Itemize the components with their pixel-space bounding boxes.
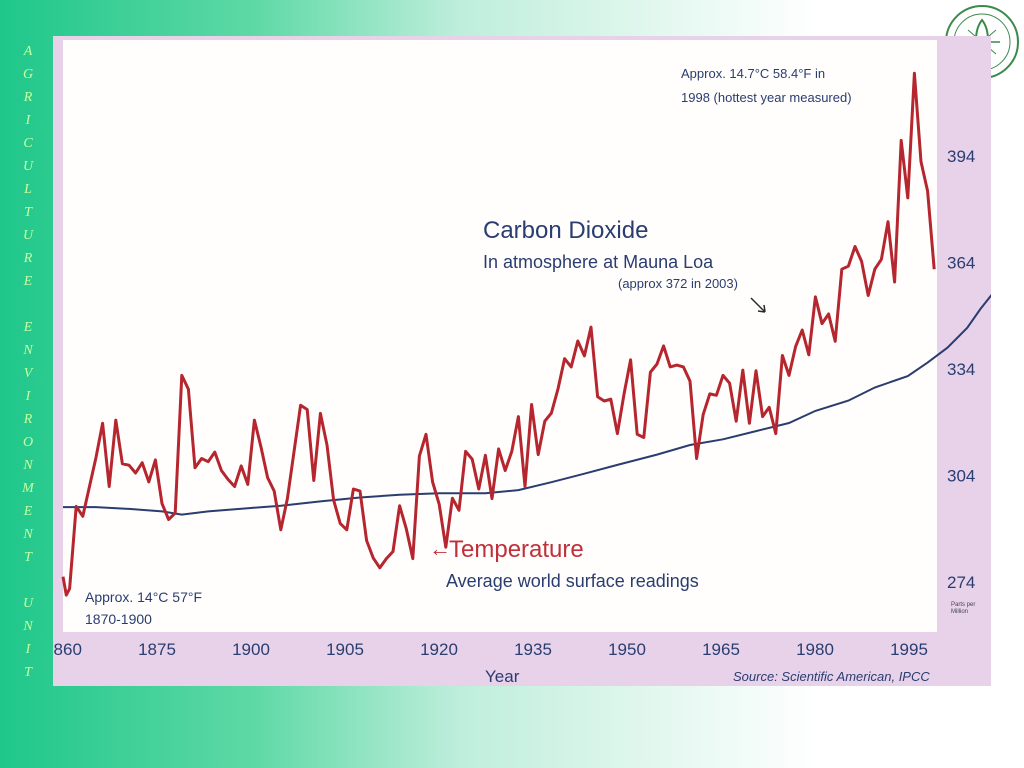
side-text-letter: V (23, 366, 33, 381)
x-tick-label: 1950 (608, 640, 646, 659)
y-tick-label: 394 (947, 147, 975, 166)
y-axis-right-ticks: 394 364 334 304 274 (947, 147, 975, 592)
side-text-letter: U (22, 159, 34, 174)
side-text-letter: N (23, 619, 33, 634)
co2-note: (approx 372 in 2003) (618, 276, 738, 291)
x-tick-label: 1905 (326, 640, 364, 659)
side-text-letter: O (22, 435, 34, 450)
temperature-subtitle: Average world surface readings (446, 571, 699, 591)
x-axis-ticks: 1860 1875 1900 1905 1920 1935 1950 1965 1980 1995 (44, 640, 928, 659)
side-text-letter: N (23, 527, 33, 542)
side-text-letter: T (24, 205, 32, 220)
y-tick-label: 274 (947, 573, 975, 592)
y-tick-label: 304 (947, 467, 975, 486)
temperature-series-line (61, 71, 936, 597)
annotation-start-line1: Approx. 14°C 57°F (85, 589, 202, 605)
y-tick-label: 364 (947, 254, 975, 273)
x-tick-label: 1965 (702, 640, 740, 659)
x-tick-label: 1935 (514, 640, 552, 659)
x-tick-label: 1900 (232, 640, 270, 659)
side-text-letter (14, 293, 42, 316)
side-text-letter: N (23, 343, 33, 358)
temperature-label-arrow: ← (429, 536, 451, 561)
annotation-end-line2: 1998 (hottest year measured) (681, 90, 852, 105)
side-text-letter: N (23, 458, 33, 473)
side-text-letter: C (23, 136, 33, 151)
side-text-letter: I (25, 389, 31, 404)
annotation-end-line1: Approx. 14.7°C 58.4°F in (681, 66, 825, 81)
side-text-letter: U (22, 596, 34, 611)
source-note: Source: Scientific American, IPCC (733, 669, 930, 684)
side-text-letter: A (23, 44, 33, 59)
x-tick-label: 1920 (420, 640, 458, 659)
x-tick-label: 1980 (796, 640, 834, 659)
chart-frame: 1860 1875 1900 1905 1920 1935 1950 1965 1980 1995… (44, 36, 1024, 686)
side-text-letter: E (23, 320, 33, 335)
side-text-letter: E (23, 504, 33, 519)
side-text-letter: G (22, 67, 34, 82)
side-text-letter (14, 569, 42, 592)
side-text-letter: U (22, 228, 34, 243)
x-tick-label: 1995 (890, 640, 928, 659)
side-text-letter: T (24, 665, 32, 680)
co2-note-arrow (750, 297, 766, 313)
y-tick-label: 334 (947, 360, 975, 379)
side-text-letter: L (24, 182, 32, 197)
co2-series-line (63, 247, 1024, 516)
side-text-letter: R (23, 251, 33, 266)
side-text-letter: R (23, 412, 33, 427)
x-tick-label: 1860 (53, 640, 82, 659)
climate-chart: 1860 1875 1900 1905 1920 1935 1950 1965 1980 1995… (44, 40, 1024, 686)
side-text-letter: T (24, 550, 32, 565)
y-axis-unit-line1: Parts per (951, 602, 975, 608)
side-text-letter: I (25, 113, 31, 128)
y-axis-unit-line2: Million (951, 609, 968, 615)
co2-title: Carbon Dioxide (483, 217, 648, 244)
side-text-letter: R (23, 90, 33, 105)
x-tick-label: 1875 (138, 640, 176, 659)
co2-subtitle: In atmosphere at Mauna Loa (483, 252, 714, 272)
plot-area (63, 40, 937, 632)
temperature-title: Temperature (449, 536, 584, 563)
side-text-letter: E (23, 274, 33, 289)
side-text-letter: I (25, 642, 31, 657)
x-axis-label: Year (485, 667, 520, 686)
side-text-letter: M (22, 481, 34, 496)
annotation-start-line2: 1870-1900 (85, 611, 152, 627)
